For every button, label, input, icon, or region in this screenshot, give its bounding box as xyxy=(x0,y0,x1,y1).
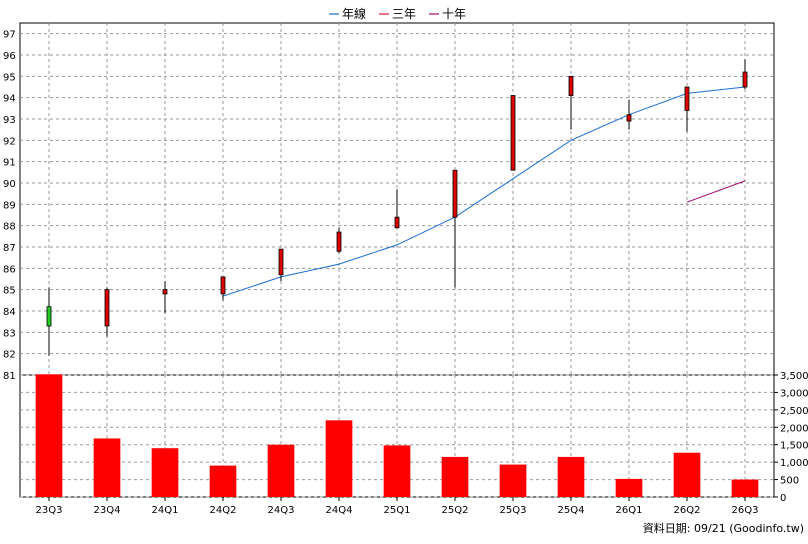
candle-body xyxy=(684,86,690,111)
volume-bar xyxy=(731,479,759,497)
x-tick-label: 24Q4 xyxy=(326,505,353,516)
price-y-tick-label: 93 xyxy=(3,115,16,126)
volume-bar xyxy=(557,456,585,497)
x-tick-label: 23Q4 xyxy=(94,505,121,516)
volume-y-tick-label: 3,000 xyxy=(780,388,808,399)
candle-body xyxy=(220,276,226,295)
candle-body xyxy=(568,75,574,96)
price-y-tick-label: 95 xyxy=(3,72,16,83)
volume-y-tick-label: 2,000 xyxy=(780,423,808,434)
volume-y-tick-label: 2,500 xyxy=(780,406,808,417)
price-y-tick-label: 97 xyxy=(3,30,16,41)
price-y-tick-label: 87 xyxy=(3,243,16,254)
legend: 年線 三年 十年 xyxy=(329,6,466,21)
price-y-tick-label: 82 xyxy=(3,350,16,361)
candle-body xyxy=(742,71,748,88)
volume-y-tick-label: 1,000 xyxy=(780,458,808,469)
x-tick-label: 24Q3 xyxy=(268,505,295,516)
x-tick-label: 26Q2 xyxy=(674,505,701,516)
x-tick-label: 25Q3 xyxy=(500,505,527,516)
x-axis: 23Q3 23Q4 24Q1 24Q2 24Q3 24Q4 25Q1 25Q2 25Q3 25Q4… xyxy=(36,497,759,516)
price-y-tick-label: 89 xyxy=(3,200,16,211)
moving-average-line-年線 xyxy=(222,86,746,297)
x-tick-label: 25Q1 xyxy=(384,505,411,516)
x-tick-label: 24Q2 xyxy=(210,505,237,516)
price-y-tick-label: 81 xyxy=(3,371,16,382)
legend-label: 年線 xyxy=(342,6,366,21)
x-tick-label: 26Q3 xyxy=(732,505,759,516)
price-y-tick-label: 85 xyxy=(3,286,16,297)
candle-body xyxy=(336,231,342,252)
volume-bar xyxy=(383,445,411,497)
candle-body xyxy=(278,248,284,276)
volume-bar xyxy=(93,438,121,497)
volume-bar xyxy=(673,452,701,497)
volume-bar xyxy=(151,448,179,497)
volume-bar xyxy=(325,420,353,497)
price-y-tick-label: 83 xyxy=(3,328,16,339)
candle-body xyxy=(452,169,458,218)
volume-bar xyxy=(267,444,295,497)
candle-body xyxy=(162,289,168,295)
volume-bar xyxy=(615,478,643,497)
volume-bar xyxy=(209,465,237,497)
volume-y-tick-label: 0 xyxy=(780,493,786,504)
price-y-tick-label: 84 xyxy=(3,307,16,318)
legend-label: 十年 xyxy=(442,7,466,21)
x-tick-label: 26Q1 xyxy=(616,505,643,516)
candle-body xyxy=(104,289,110,327)
x-tick-label: 24Q1 xyxy=(152,505,179,516)
price-y-tick-label: 96 xyxy=(3,51,16,62)
volume-y-tick-label: 500 xyxy=(780,476,799,487)
price-y-tick-label: 86 xyxy=(3,264,16,275)
data-source-label: 資料日期: 09/21 (Goodinfo.tw) xyxy=(643,521,804,535)
volume-bar xyxy=(35,374,63,497)
x-tick-label: 25Q4 xyxy=(558,505,585,516)
volume-y-tick-label: 1,500 xyxy=(780,441,808,452)
candle-body xyxy=(626,114,632,122)
price-y-tick-label: 91 xyxy=(3,158,16,169)
candle-body xyxy=(46,306,52,327)
x-tick-label: 23Q3 xyxy=(36,505,63,516)
moving-average-line-十年 xyxy=(686,180,746,203)
price-y-tick-label: 92 xyxy=(3,136,16,147)
price-y-tick-label: 90 xyxy=(3,179,16,190)
volume-y-tick-label: 3,500 xyxy=(780,371,808,382)
volume-panel: 0 500 1,000 1,500 2,000 2,500 3,000 3,500 xyxy=(19,371,808,504)
price-y-tick-label: 88 xyxy=(3,222,16,233)
candle-body xyxy=(394,216,400,229)
volume-bar xyxy=(499,464,527,497)
x-tick-label: 25Q2 xyxy=(442,505,469,516)
volume-bar xyxy=(441,456,469,497)
legend-label: 三年 xyxy=(392,7,416,21)
price-y-tick-label: 94 xyxy=(3,94,16,105)
candle-body xyxy=(510,95,516,171)
price-panel: 81 82 83 84 85 86 87 88 89 90 91 92 93 94 95 96 97 xyxy=(3,22,775,382)
